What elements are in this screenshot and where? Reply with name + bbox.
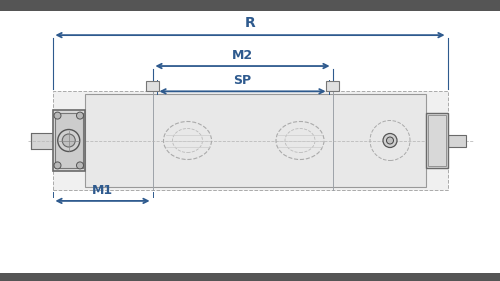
Bar	[326, 81, 339, 91]
Bar	[426, 113, 448, 168]
Circle shape	[54, 112, 61, 119]
Circle shape	[62, 134, 75, 147]
Text: R: R	[244, 16, 256, 30]
Bar	[30, 133, 52, 148]
Text: M1: M1	[92, 184, 113, 197]
Bar	[85, 94, 426, 187]
Circle shape	[383, 133, 397, 148]
Text: M2: M2	[232, 49, 253, 62]
Bar	[0, 0, 500, 11]
Circle shape	[76, 112, 84, 119]
Circle shape	[58, 130, 80, 151]
Circle shape	[54, 162, 61, 169]
Bar	[52, 110, 85, 171]
Circle shape	[386, 137, 394, 144]
Bar	[146, 81, 159, 91]
Bar	[0, 273, 500, 281]
Bar	[54, 113, 83, 168]
Text: SP: SP	[234, 74, 252, 87]
Bar	[448, 135, 466, 146]
Bar	[428, 115, 446, 166]
Circle shape	[76, 162, 84, 169]
Bar	[52, 91, 448, 190]
